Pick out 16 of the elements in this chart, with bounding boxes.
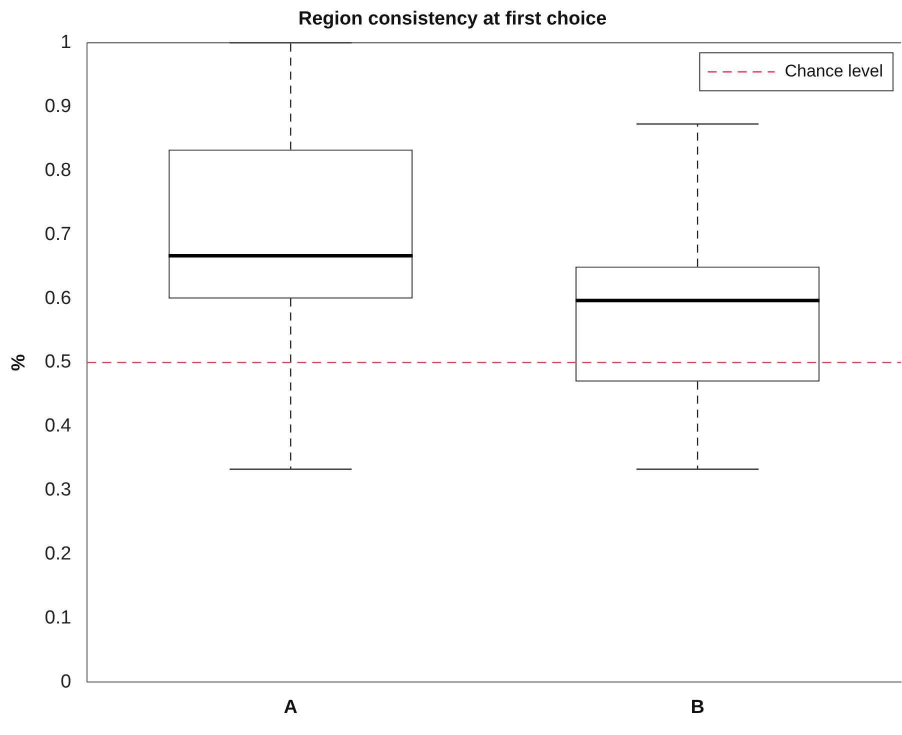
y-tick-label: 0.4 <box>44 416 72 437</box>
y-tick-label: 0.5 <box>44 352 72 373</box>
y-tick-label: 0.9 <box>44 96 72 117</box>
y-tick-label: 1 <box>60 32 72 54</box>
legend-label: Chance level <box>784 61 883 80</box>
chart-title: Region consistency at first choice <box>298 8 607 30</box>
y-tick-label: 0.3 <box>44 480 72 501</box>
y-tick-label: 0.7 <box>44 224 72 245</box>
y-tick-label: 0.1 <box>44 607 72 628</box>
y-tick-label: 0 <box>60 671 72 692</box>
x-tick-label: B <box>690 696 704 718</box>
y-tick-label: 0.6 <box>44 288 72 309</box>
y-axis-title: % <box>8 354 30 371</box>
y-tick-label: 0.2 <box>44 544 72 565</box>
y-tick-label: 0.8 <box>44 160 72 181</box>
x-tick-label: A <box>284 696 298 718</box>
